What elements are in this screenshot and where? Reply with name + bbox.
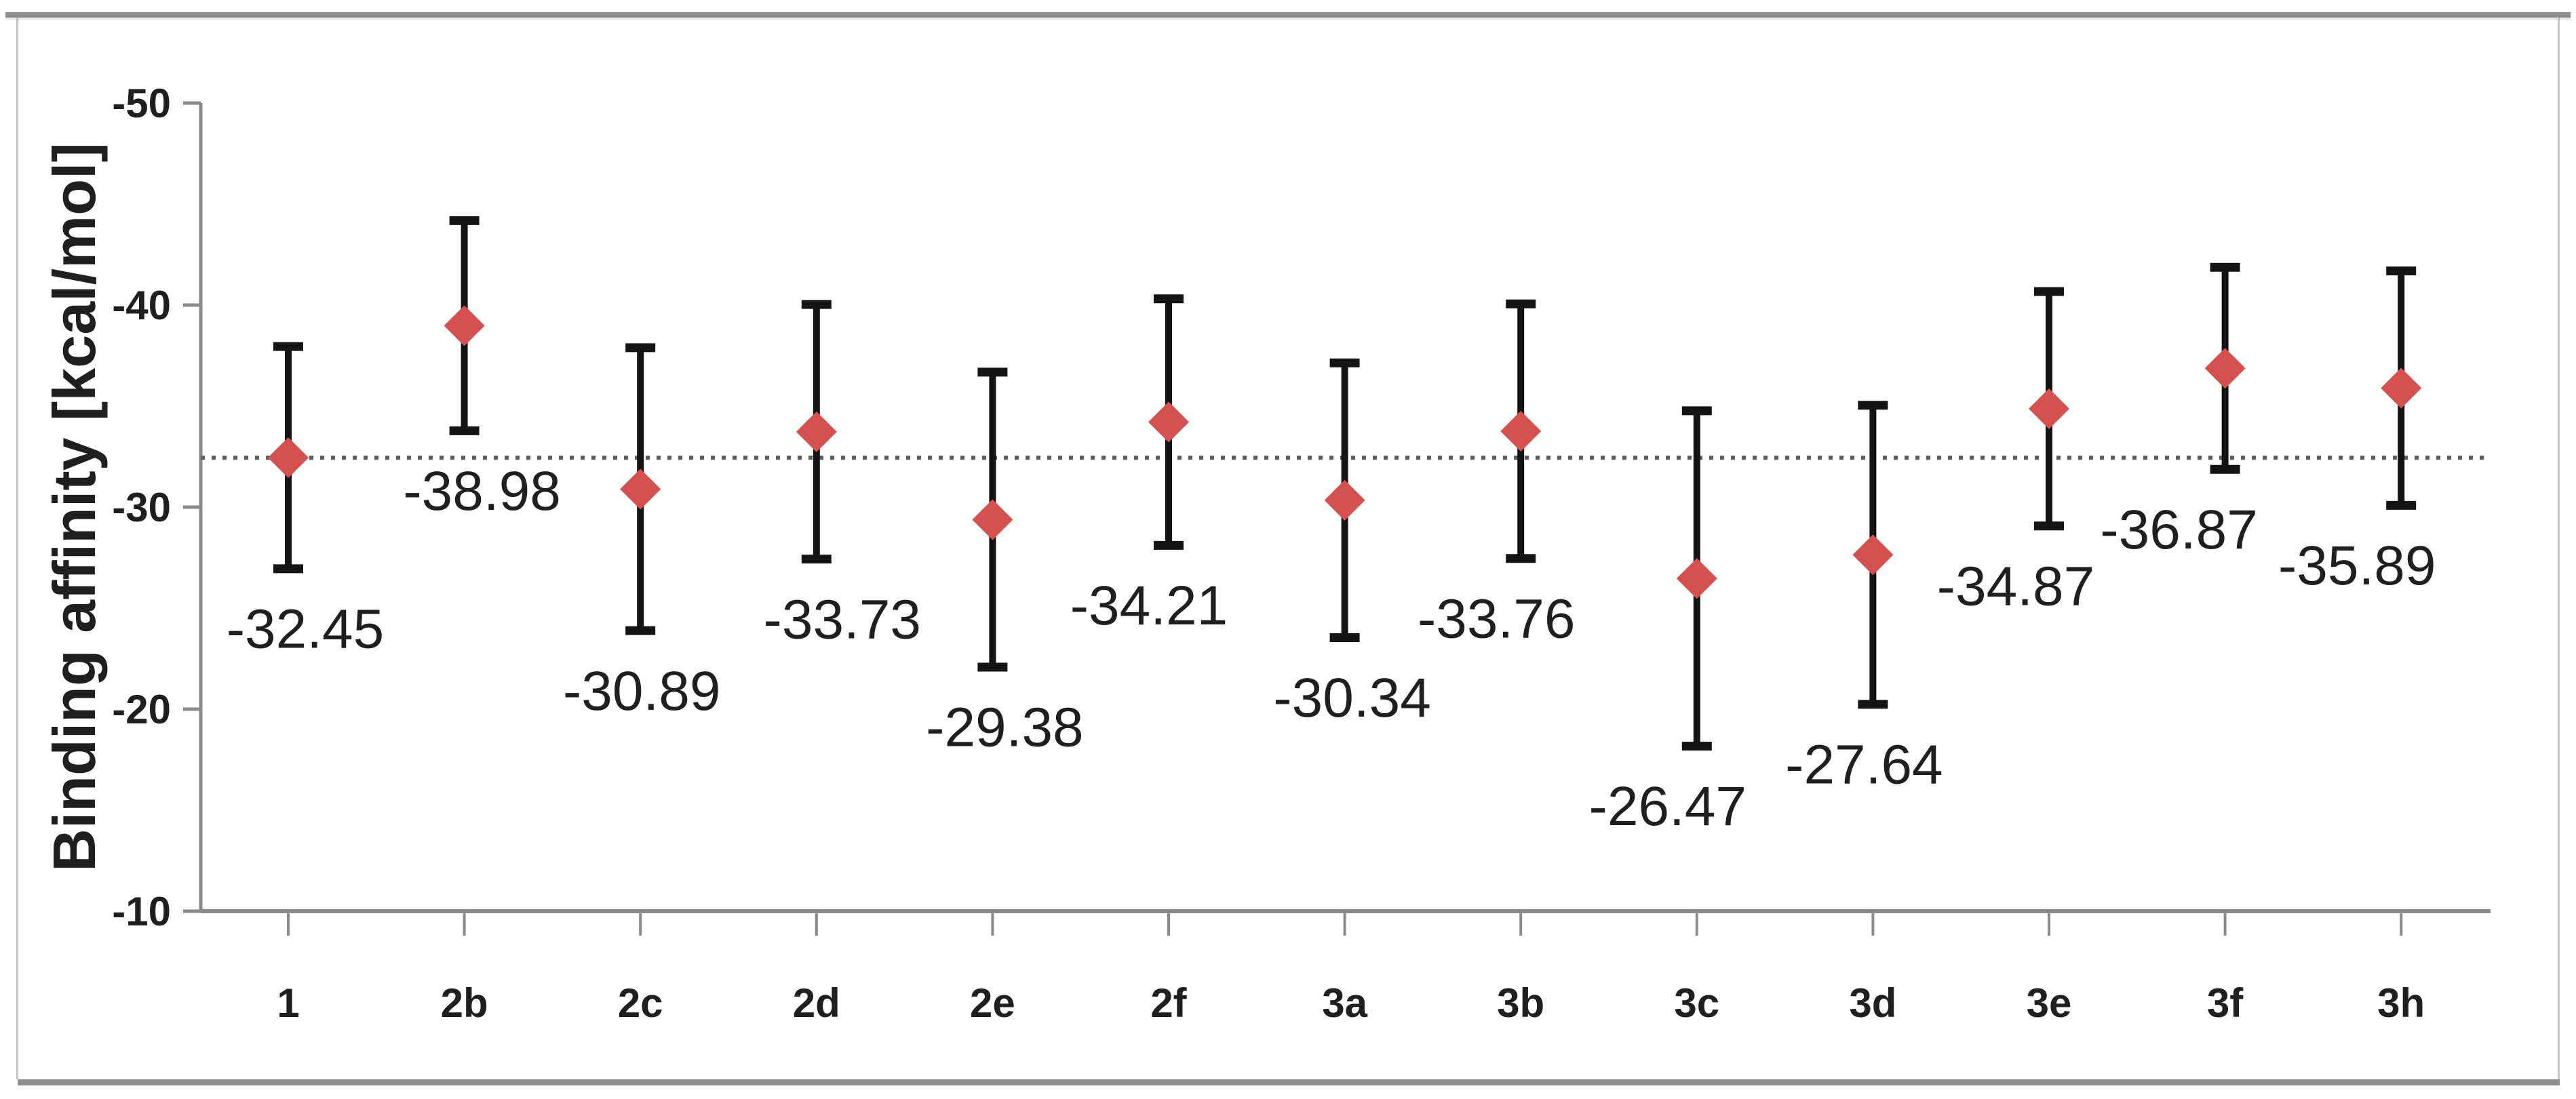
data-label-1: -32.45 <box>227 599 385 660</box>
x-category-label-3f: 3f <box>2207 980 2244 1026</box>
data-label-3a: -30.34 <box>1273 667 1431 729</box>
data-label-3d: -27.64 <box>1785 734 1943 796</box>
diamond-marker-2d <box>796 411 837 452</box>
diamond-marker-3b <box>1500 410 1542 452</box>
data-label-3b: -33.76 <box>1418 588 1576 650</box>
x-category-label-3b: 3b <box>1497 980 1544 1026</box>
series-point-2b: -38.98 <box>403 216 561 522</box>
diamond-marker-2b <box>444 305 485 346</box>
diamond-marker-3e <box>2029 388 2069 429</box>
y-tick-label--50: -50 <box>112 81 171 126</box>
x-category-label-1: 1 <box>277 980 299 1026</box>
diamond-marker-2e <box>972 499 1013 540</box>
diamond-marker-3f <box>2204 348 2246 389</box>
x-category-label-3h: 3h <box>2377 980 2425 1026</box>
y-axis-title: Binding affinity [kcal/mol] <box>41 142 108 872</box>
diamond-marker-2c <box>620 468 661 510</box>
figure-right-border <box>2558 18 2560 1079</box>
diamond-marker-3h <box>2381 367 2422 409</box>
data-label-3h: -35.89 <box>2278 535 2436 597</box>
series-point-3c: -26.47 <box>1589 406 1747 837</box>
series-point-2d: -33.73 <box>764 300 922 650</box>
x-category-label-3d: 3d <box>1849 980 1896 1026</box>
series-point-2c: -30.89 <box>563 343 721 722</box>
series-point-2f: -34.21 <box>1070 294 1228 637</box>
diamond-marker-1 <box>268 437 309 478</box>
diamond-marker-2f <box>1148 401 1189 443</box>
series-point-3b: -33.76 <box>1418 299 1576 650</box>
data-label-2f: -34.21 <box>1070 575 1228 637</box>
data-label-3f: -36.87 <box>2100 499 2258 561</box>
y-tick-label--20: -20 <box>112 687 171 732</box>
figure-top-rule <box>5 12 2571 18</box>
series-point-3e: -34.87 <box>1937 287 2095 617</box>
y-tick-label--10: -10 <box>112 889 171 934</box>
x-category-label-2e: 2e <box>970 980 1015 1026</box>
plot-area: -50 -40 -30 -20 -10 1 2b 2c 2d 2e 2f 3a 3b 3c 3d 3e 3f 3h… <box>112 81 2491 1026</box>
data-label-2b: -38.98 <box>403 460 561 522</box>
x-category-label-3e: 3e <box>2027 980 2072 1026</box>
x-category-label-3a: 3a <box>1322 980 1367 1026</box>
series-point-1: -32.45 <box>227 342 385 660</box>
diamond-marker-3a <box>1324 479 1365 521</box>
series-point-3a: -30.34 <box>1273 358 1431 729</box>
x-category-label-3c: 3c <box>1674 980 1719 1026</box>
diamond-marker-3d <box>1852 534 1894 576</box>
data-label-2d: -33.73 <box>764 588 922 650</box>
y-tick-label--30: -30 <box>112 485 171 530</box>
data-label-3e: -34.87 <box>1937 555 2095 617</box>
series-point-3f: -36.87 <box>2100 262 2258 561</box>
figure-top-rule-light <box>5 18 2571 20</box>
diamond-marker-3c <box>1676 558 1717 599</box>
x-category-label-2f: 2f <box>1150 980 1187 1026</box>
series-point-3d: -27.64 <box>1785 401 1943 796</box>
series-point-2e: -29.38 <box>926 367 1084 759</box>
figure-left-border <box>16 18 18 1079</box>
series-point-3h: -35.89 <box>2278 266 2436 597</box>
x-category-label-2b: 2b <box>441 980 488 1026</box>
data-label-2e: -29.38 <box>926 697 1084 759</box>
x-category-label-2d: 2d <box>793 980 840 1026</box>
data-label-3c: -26.47 <box>1589 776 1747 837</box>
figure-bottom-rule <box>18 1079 2560 1085</box>
y-tick-label--40: -40 <box>112 283 171 328</box>
data-label-2c: -30.89 <box>563 660 721 722</box>
x-category-label-2c: 2c <box>618 980 663 1026</box>
